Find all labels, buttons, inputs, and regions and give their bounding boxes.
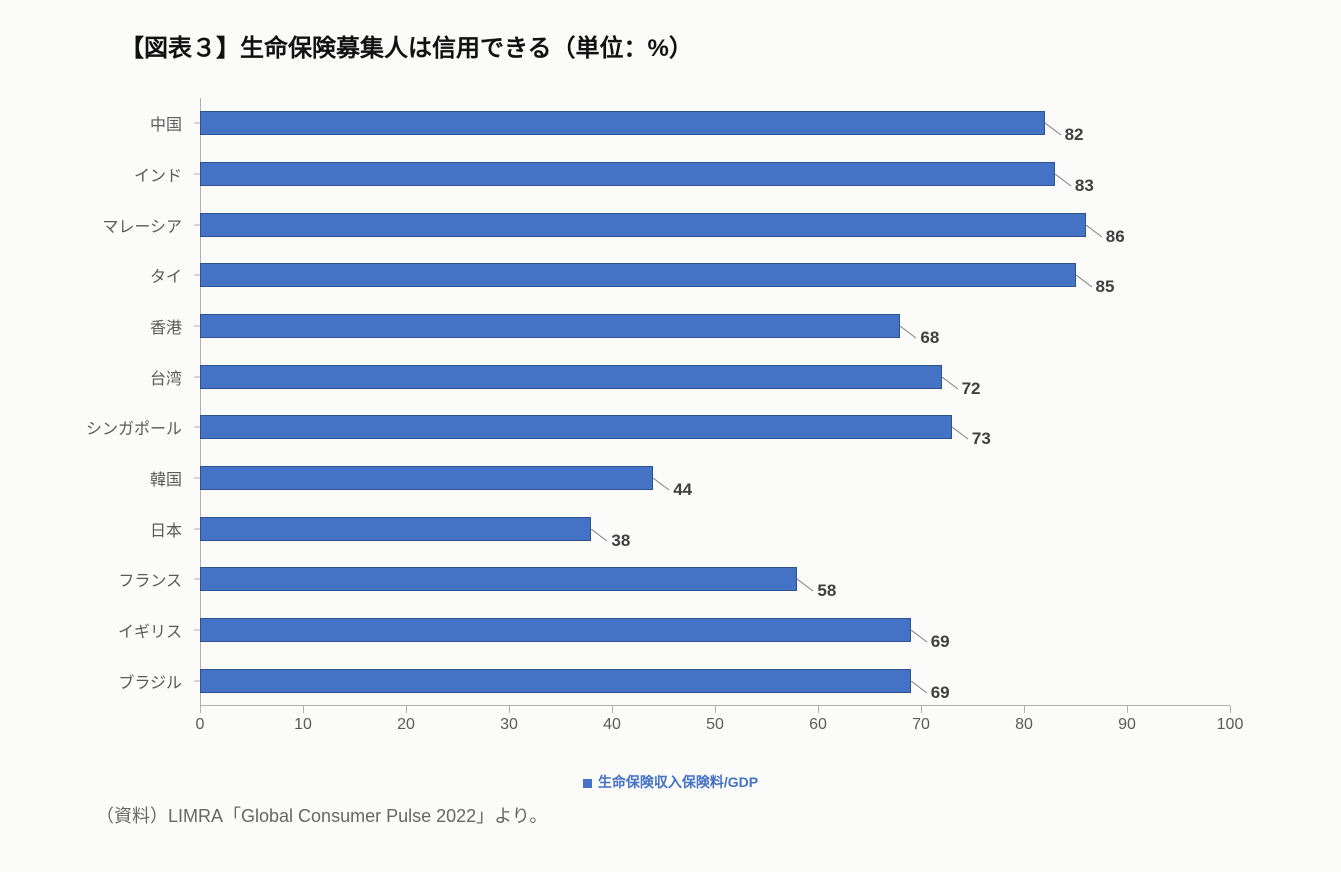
bar — [200, 213, 1086, 237]
value-label: 86 — [1106, 227, 1125, 247]
x-tick-label: 100 — [1217, 716, 1244, 734]
x-tick-label: 40 — [603, 716, 621, 734]
category-label: 韓国 — [150, 466, 182, 490]
value-label: 38 — [611, 531, 630, 551]
legend-swatch-icon — [583, 779, 592, 788]
leader-line-icon — [591, 529, 609, 543]
value-label: 83 — [1075, 176, 1094, 196]
value-label: 69 — [931, 683, 950, 703]
x-tick — [715, 706, 716, 713]
x-tick-label: 60 — [809, 716, 827, 734]
bar — [200, 263, 1076, 287]
source-note: （資料）LIMRA「Global Consumer Pulse 2022」より。 — [96, 802, 547, 828]
x-tick-label: 20 — [397, 716, 415, 734]
value-label: 44 — [673, 480, 692, 500]
value-label: 68 — [920, 328, 939, 348]
bar — [200, 618, 911, 642]
chart-title: 【図表３】生命保険募集人は信用できる（単位：%） — [120, 28, 693, 63]
x-tick — [921, 706, 922, 713]
leader-line-icon — [1076, 275, 1094, 289]
x-tick — [303, 706, 304, 713]
bar — [200, 415, 952, 439]
x-tick-label: 0 — [196, 716, 205, 734]
category-label: 日本 — [150, 517, 182, 541]
x-tick — [200, 706, 201, 713]
plot-area: 中国82インド83マレーシア86タイ85香港68台湾72シンガポール73韓国44… — [200, 98, 1230, 706]
leader-line-icon — [1045, 123, 1063, 137]
category-label: ブラジル — [118, 669, 182, 693]
category-label: マレーシア — [102, 213, 182, 237]
value-label: 72 — [962, 379, 981, 399]
value-label: 85 — [1096, 277, 1115, 297]
leader-line-icon — [653, 478, 671, 492]
x-tick-label: 50 — [706, 716, 724, 734]
y-axis — [200, 98, 201, 706]
x-tick — [612, 706, 613, 713]
bar — [200, 466, 653, 490]
leader-line-icon — [942, 377, 960, 391]
category-label: 香港 — [150, 314, 182, 338]
x-tick — [406, 706, 407, 713]
bar — [200, 314, 900, 338]
category-label: 中国 — [150, 111, 182, 135]
x-tick-label: 10 — [294, 716, 312, 734]
bar — [200, 669, 911, 693]
leader-line-icon — [911, 681, 929, 695]
legend: 生命保険収入保険料/GDP — [0, 772, 1341, 792]
value-label: 58 — [817, 581, 836, 601]
value-label: 73 — [972, 429, 991, 449]
bar — [200, 111, 1045, 135]
bar — [200, 567, 797, 591]
leader-line-icon — [1055, 174, 1073, 188]
bar — [200, 162, 1055, 186]
leader-line-icon — [900, 326, 918, 340]
x-tick-label: 80 — [1015, 716, 1033, 734]
category-label: タイ — [150, 263, 182, 287]
figure-3-chart: 【図表３】生命保険募集人は信用できる（単位：%） 中国82インド83マレーシア8… — [0, 0, 1341, 872]
category-label: 台湾 — [150, 365, 182, 389]
bar — [200, 517, 591, 541]
leader-line-icon — [1086, 225, 1104, 239]
x-tick-label: 70 — [912, 716, 930, 734]
x-tick — [1127, 706, 1128, 713]
category-label: イギリス — [118, 618, 182, 642]
value-label: 82 — [1065, 125, 1084, 145]
bar — [200, 365, 942, 389]
leader-line-icon — [952, 427, 970, 441]
category-label: フランス — [118, 567, 182, 591]
x-tick — [818, 706, 819, 713]
x-tick-label: 90 — [1118, 716, 1136, 734]
x-tick — [1024, 706, 1025, 713]
x-tick — [509, 706, 510, 713]
value-label: 69 — [931, 632, 950, 652]
category-label: シンガポール — [86, 415, 182, 439]
category-label: インド — [134, 162, 182, 186]
leader-line-icon — [797, 579, 815, 593]
x-tick-label: 30 — [500, 716, 518, 734]
leader-line-icon — [911, 630, 929, 644]
legend-label: 生命保険収入保険料/GDP — [598, 774, 758, 790]
x-tick — [1230, 706, 1231, 713]
